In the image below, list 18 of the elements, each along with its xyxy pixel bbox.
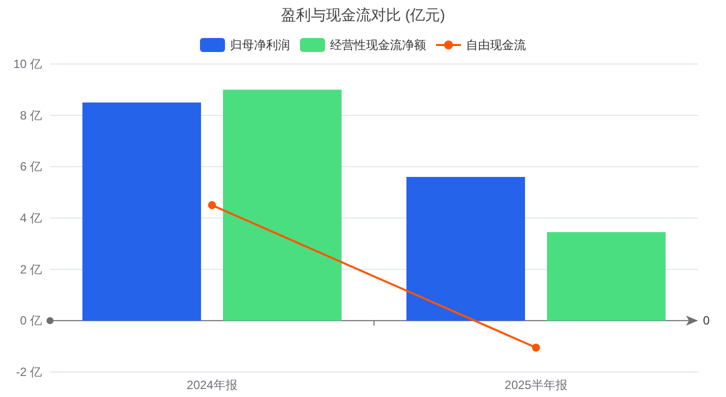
legend-label: 归母净利润	[230, 38, 290, 52]
y-tick-label: 2 亿	[20, 262, 42, 276]
y-tick-label: 0 亿	[20, 314, 42, 328]
x-tick-label: 2025半年报	[504, 378, 568, 392]
bar	[82, 102, 201, 321]
x-tick-label: 2024年报	[186, 378, 238, 392]
bar	[547, 232, 666, 321]
y-tick-label: 10 亿	[13, 57, 42, 71]
y-tick-label: 4 亿	[20, 211, 42, 225]
y-tick-label: 6 亿	[20, 160, 42, 174]
y-tick-label: -2 亿	[16, 365, 42, 379]
bar	[223, 90, 342, 321]
legend-label: 自由现金流	[466, 38, 526, 52]
text: 0	[703, 314, 710, 328]
bar	[406, 176, 525, 321]
chart-title: 盈利与现金流对比 (亿元)	[280, 7, 446, 24]
y-tick-label: 8 亿	[20, 108, 42, 122]
legend-label: 经营性现金流净额	[330, 38, 426, 52]
